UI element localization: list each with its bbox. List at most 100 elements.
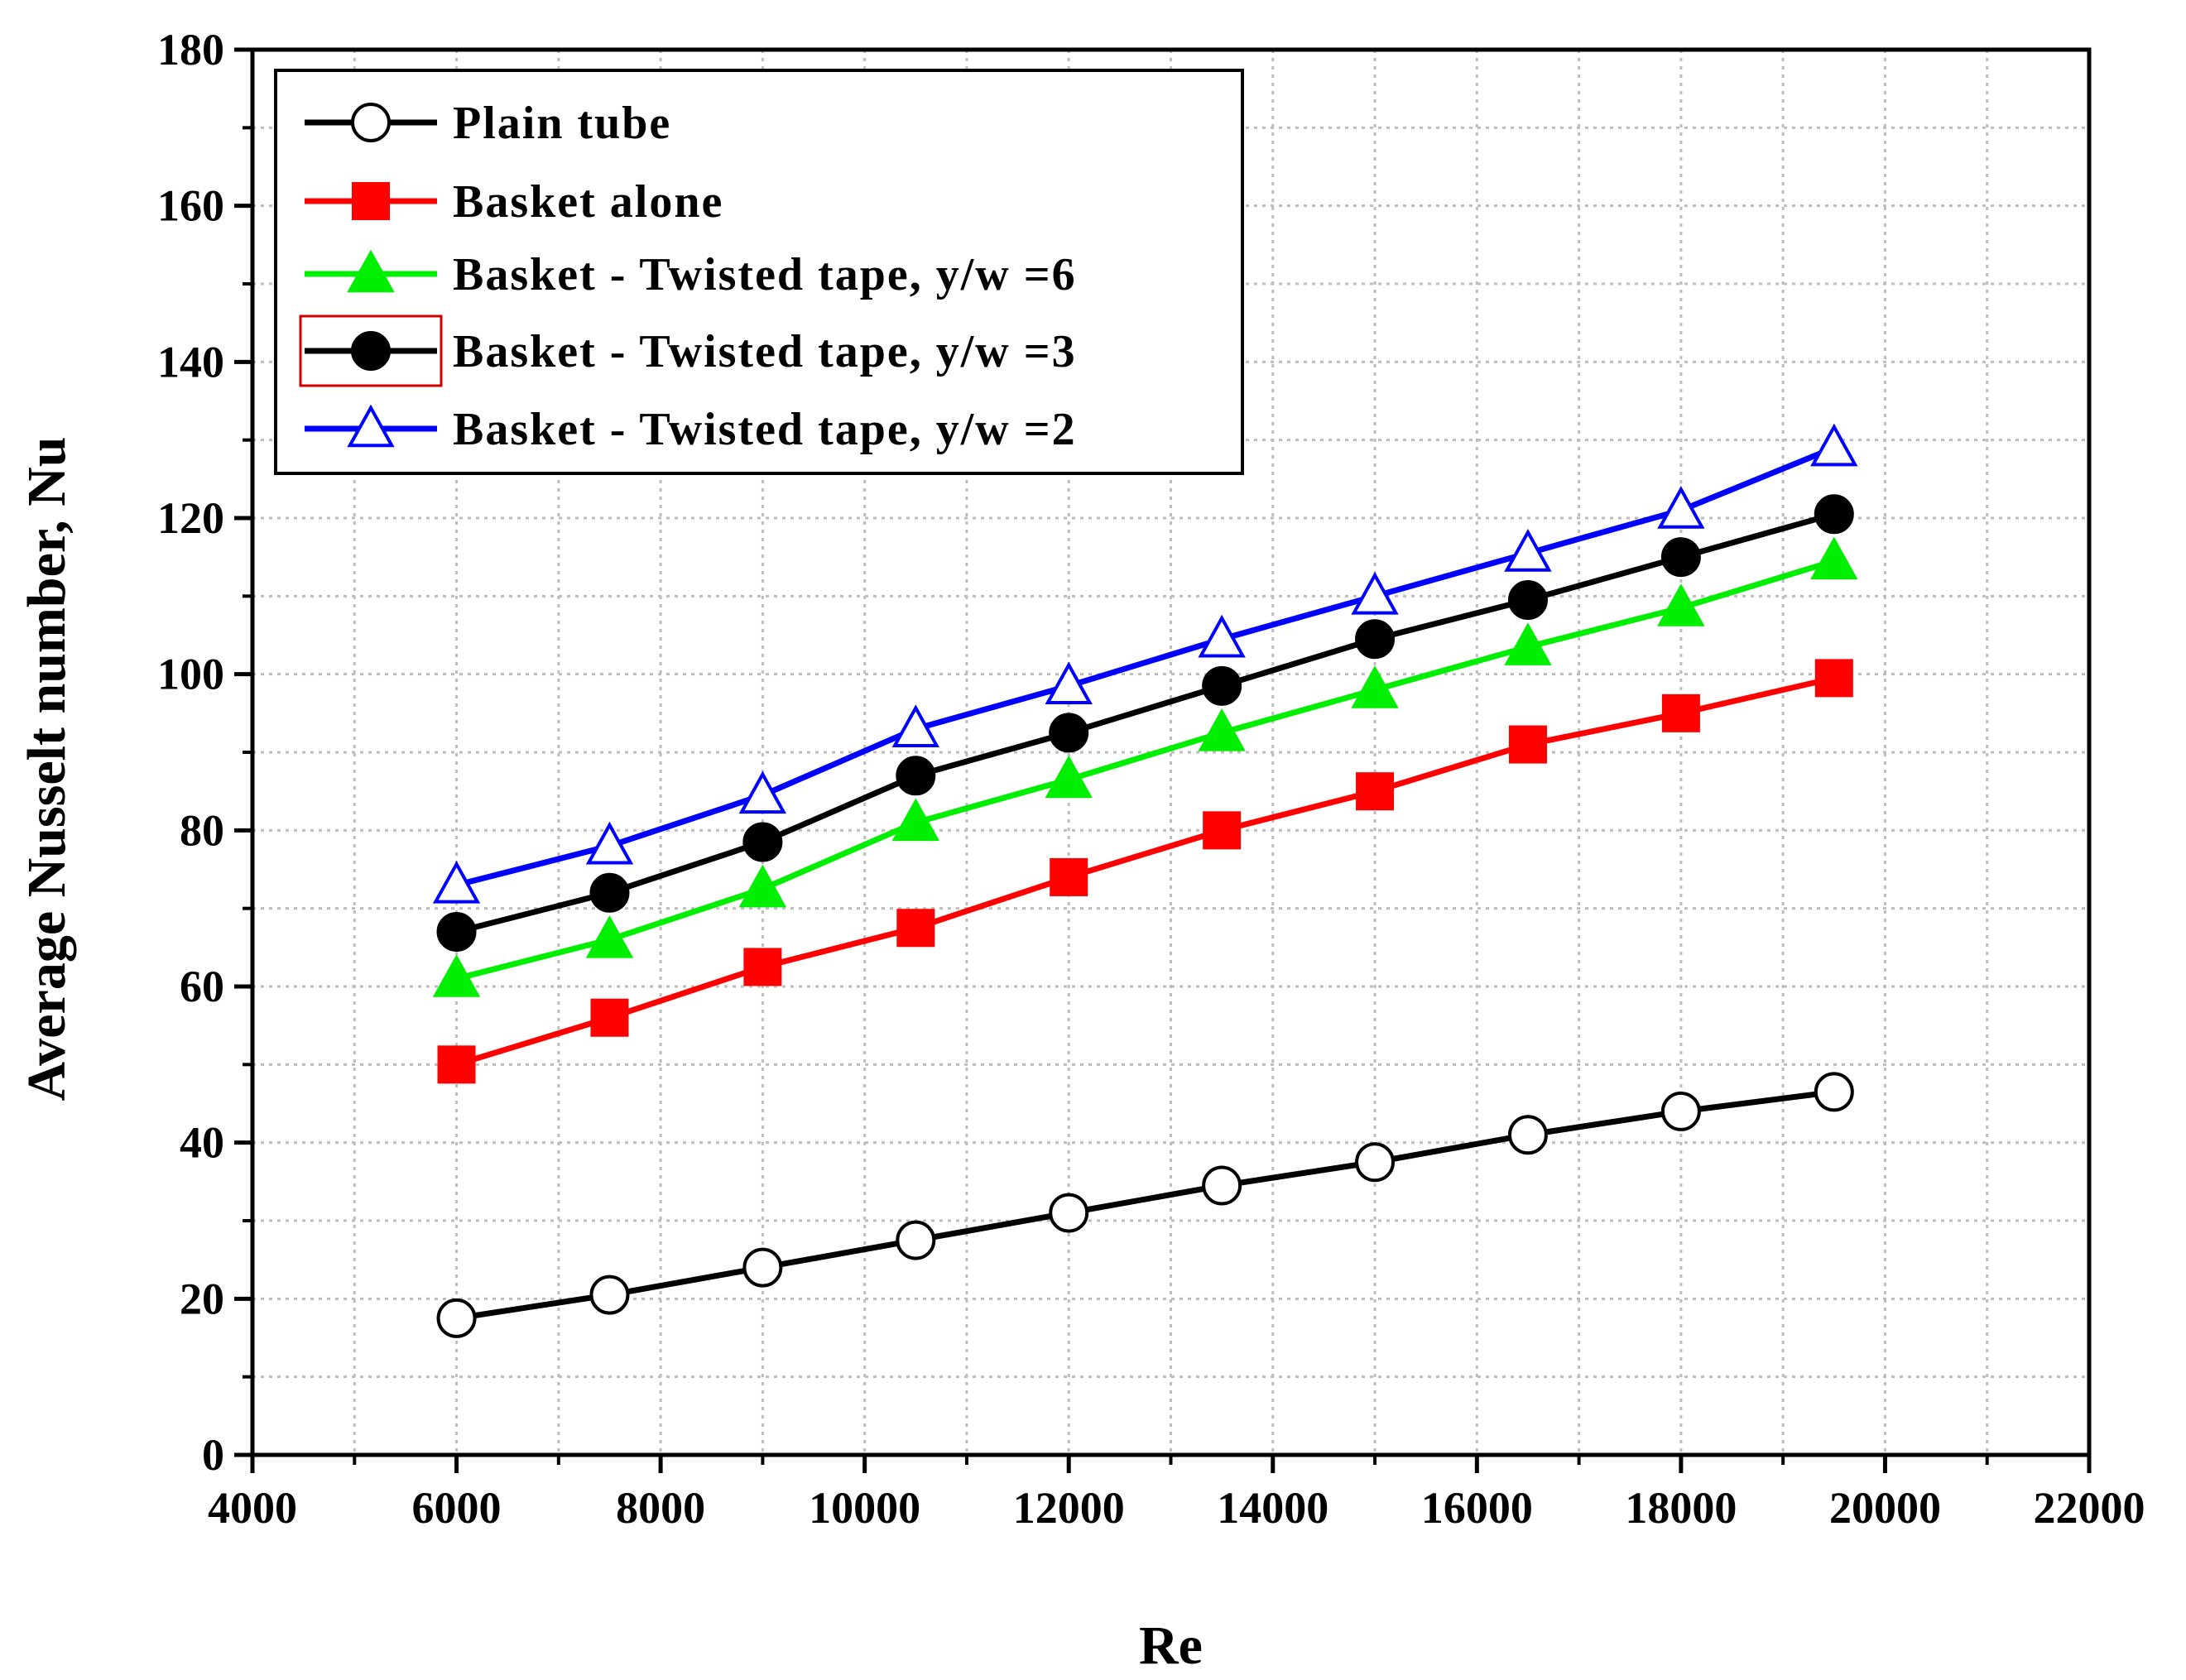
data-point [1198, 614, 1246, 658]
series-line [455, 558, 1835, 982]
series-1 [436, 1072, 1854, 1338]
x-tick-label: 8000 [616, 1483, 705, 1533]
data-point [1810, 536, 1858, 580]
x-tick-label: 20000 [1829, 1483, 1941, 1533]
data-point [1504, 622, 1552, 665]
y-tick-label: 100 [157, 650, 224, 699]
data-point [738, 770, 787, 814]
legend-label: Plain tube [453, 98, 671, 149]
legend-marker [352, 182, 390, 220]
data-point [1356, 772, 1395, 811]
legend-marker [351, 103, 391, 142]
data-point [1814, 659, 1853, 698]
y-tick-label: 140 [157, 337, 224, 386]
data-point [1049, 713, 1089, 753]
data-point [1814, 494, 1854, 535]
data-point [1351, 571, 1399, 615]
data-point [1202, 1165, 1242, 1206]
legend-highlight-box [299, 314, 443, 387]
data-point [590, 998, 629, 1037]
data-point [437, 1045, 476, 1084]
data-point [1355, 1142, 1396, 1183]
series-2 [437, 659, 1853, 1084]
y-tick-label: 180 [157, 25, 224, 74]
legend-label: Basket - Twisted tape, y/w =2 [453, 404, 1077, 455]
x-tick-label: 14000 [1217, 1483, 1328, 1533]
data-point [1507, 1115, 1548, 1155]
series-line [455, 674, 1835, 1068]
data-point [585, 914, 634, 958]
y-tick-label: 40 [180, 1118, 224, 1168]
data-point [432, 954, 481, 997]
data-point [742, 822, 783, 862]
axis-ticks [234, 47, 2092, 1473]
data-point [432, 860, 481, 904]
legend-entry-5: Basket - Twisted tape, y/w =2 [305, 404, 1077, 455]
legend: Plain tube Basket alone Basket - Twisted t… [274, 69, 1244, 475]
data-point [896, 909, 935, 948]
data-point [1660, 537, 1701, 578]
x-axis-title: Re [1139, 1615, 1203, 1676]
data-point [1814, 1072, 1854, 1112]
x-tick-label: 6000 [412, 1483, 502, 1533]
x-tick-label: 10000 [809, 1483, 920, 1533]
legend-entry-2: Basket alone [305, 176, 723, 228]
data-point [1045, 661, 1093, 705]
x-tick-label: 18000 [1625, 1483, 1737, 1533]
legend-entry-3: Basket - Twisted tape, y/w =6 [305, 249, 1077, 300]
data-point [1049, 1193, 1089, 1233]
data-point [1504, 529, 1552, 572]
tick-labels: 4000 6000 8000 10000 12000 14000 16000 18000 200… [157, 25, 2145, 1533]
data-point [1810, 423, 1858, 467]
data-point [1355, 619, 1396, 660]
y-axis-title: Average Nusselt number, Nu [17, 437, 77, 1102]
legend-marker [347, 249, 395, 293]
y-tick-label: 60 [180, 962, 224, 1011]
series-line [456, 1088, 1835, 1322]
data-point [1045, 755, 1093, 799]
legend-label: Basket - Twisted tape, y/w =6 [453, 249, 1077, 300]
data-point [1203, 811, 1242, 850]
data-point [1660, 1091, 1701, 1131]
data-point [589, 872, 630, 913]
data-point [743, 948, 782, 986]
data-point [742, 1247, 783, 1288]
data-point [891, 704, 940, 747]
x-tick-label: 12000 [1013, 1483, 1125, 1533]
series-5 [432, 423, 1858, 904]
data-point [891, 798, 940, 842]
data-point [896, 756, 936, 796]
y-tick-label: 0 [202, 1430, 224, 1480]
data-point [1657, 583, 1705, 626]
legend-label: Basket alone [453, 176, 723, 228]
series-layer [432, 423, 1858, 1338]
data-point [585, 821, 634, 865]
data-point [738, 864, 787, 908]
data-point [1507, 580, 1548, 621]
legend-entry-1: Plain tube [305, 98, 671, 149]
y-tick-label: 20 [180, 1274, 224, 1323]
series-line [455, 444, 1836, 888]
data-point [1050, 857, 1088, 896]
series-4 [436, 494, 1854, 952]
data-point [1351, 665, 1399, 708]
data-point [1202, 665, 1242, 706]
data-point [1198, 708, 1246, 751]
y-tick-label: 80 [180, 805, 224, 855]
series-line [455, 511, 1835, 935]
data-point [436, 1298, 477, 1338]
data-point [1508, 725, 1547, 764]
data-point [436, 911, 477, 952]
data-point [896, 1220, 936, 1260]
legend-marker [351, 331, 391, 371]
data-point [589, 1274, 630, 1315]
legend-marker [347, 404, 395, 448]
x-tick-label: 4000 [208, 1483, 297, 1533]
data-point [1657, 486, 1705, 529]
data-point [1661, 694, 1700, 732]
legend-entry-4: Basket - Twisted tape, y/w =3 [305, 326, 1077, 377]
y-tick-label: 120 [157, 493, 224, 543]
x-tick-label: 16000 [1421, 1483, 1533, 1533]
legend-label: Basket - Twisted tape, y/w =3 [453, 326, 1077, 377]
